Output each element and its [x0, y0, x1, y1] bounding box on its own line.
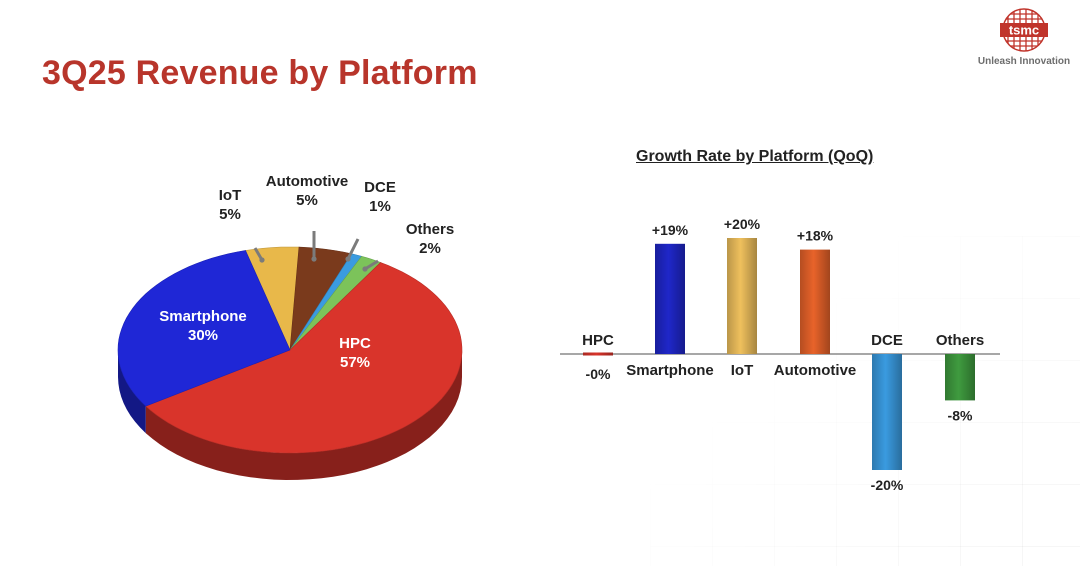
background-grid	[650, 236, 1080, 566]
leader-line-dce	[346, 238, 360, 260]
bar-iot	[727, 238, 757, 354]
growth-bar-chart: HPC -0% Smartphone +19% IoT +20% Automotive +18…	[560, 140, 1020, 520]
pie-label-name: DCE	[364, 179, 396, 196]
pie-label-hpc: HPC 57%	[295, 334, 415, 372]
bar-automotive	[800, 249, 830, 354]
pie-label-value: 5%	[219, 206, 241, 223]
revenue-pie-chart: HPC 57% Smartphone 30% IoT 5% Automotive 5% DCE 1…	[110, 172, 490, 495]
bar-svg: HPC -0% Smartphone +19% IoT +20% Automotive +18…	[560, 216, 1000, 493]
pie-side-smartphone	[118, 350, 146, 434]
pie-top	[117, 246, 463, 454]
pie-label-dce: DCE 1%	[320, 178, 440, 216]
pie-side-hpc	[145, 350, 462, 480]
pie-label-value: 1%	[369, 198, 391, 215]
pie-slice-hpc	[145, 262, 463, 454]
bar-hpc	[583, 352, 613, 356]
pie-label-smartphone: Smartphone 30%	[143, 307, 263, 345]
category-label-dce: DCE	[871, 332, 903, 349]
bar-others	[945, 354, 975, 401]
data-label-dce: -20%	[871, 477, 904, 493]
pie-slice-smartphone	[117, 250, 291, 407]
pie-sides	[118, 350, 462, 480]
data-label-others: -8%	[948, 407, 973, 423]
bar-smartphone	[655, 243, 685, 354]
pie-label-value: 57%	[339, 354, 371, 371]
category-label-automotive: Automotive	[774, 362, 857, 379]
category-label-smartphone: Smartphone	[626, 362, 714, 379]
logo-tagline: Unleash Innovation	[977, 56, 1071, 67]
pie-label-iot: IoT 5%	[170, 186, 290, 224]
bar-dce	[872, 354, 902, 470]
pie-label-name: Automotive	[265, 173, 349, 190]
category-label-iot: IoT	[731, 362, 754, 379]
pie-svg	[117, 231, 463, 480]
pie-leader-lines	[253, 231, 379, 272]
logo-wordmark: tsmc	[1009, 23, 1039, 38]
category-label-others: Others	[936, 332, 984, 349]
pie-label-value: 30%	[187, 327, 219, 344]
data-label-iot: +20%	[724, 216, 761, 232]
page-title: 3Q25 Revenue by Platform	[42, 54, 478, 92]
data-label-automotive: +18%	[797, 228, 834, 244]
pie-label-name: HPC	[339, 335, 371, 352]
tsmc-logo: tsmc Unleash Innovation	[974, 6, 1074, 70]
category-label-hpc: HPC	[582, 332, 614, 349]
pie-slice-iot	[245, 246, 300, 352]
pie-label-value: 2%	[419, 240, 441, 257]
pie-label-automotive: Automotive 5%	[247, 172, 367, 210]
pie-label-value: 5%	[296, 192, 318, 209]
pie-slice-automotive	[289, 246, 353, 351]
bar-chart-title: Growth Rate by Platform (QoQ)	[636, 148, 874, 165]
tsmc-logo-mark: tsmc	[1000, 8, 1048, 52]
data-label-hpc: -0%	[586, 366, 611, 382]
pie-label-name: IoT	[218, 187, 242, 204]
data-label-smartphone: +19%	[652, 222, 689, 238]
pie-label-name: Others	[405, 221, 455, 238]
pie-label-name: Smartphone	[159, 308, 247, 325]
pie-label-others: Others 2%	[370, 220, 490, 258]
